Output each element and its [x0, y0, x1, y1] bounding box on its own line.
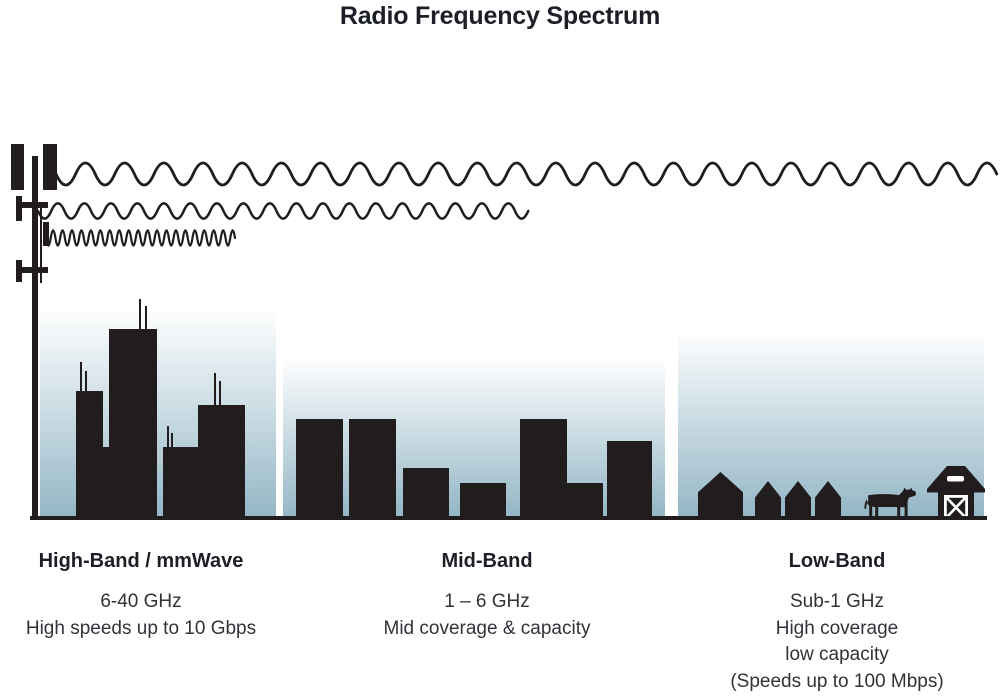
- high-band-frequency: 6-40 GHz: [100, 591, 182, 612]
- rooftop-antenna-icon: [214, 373, 217, 406]
- mid-rise-building: [607, 441, 652, 519]
- tower-crossbar-lower: [17, 267, 48, 273]
- low-band-heading: Low-Band: [788, 550, 886, 572]
- mid-rise-building: [349, 419, 396, 519]
- page-title: Radio Frequency Spectrum: [339, 2, 661, 30]
- mid-band-frequency: 1 – 6 GHz: [444, 591, 530, 612]
- mid-rise-building: [520, 419, 567, 519]
- low-band-coverage: High coverage: [775, 617, 899, 639]
- mid-band-description: 1 – 6 GHz Mid coverage & capacity: [362, 589, 612, 642]
- rooftop-antenna-icon: [166, 426, 169, 448]
- city-building: [76, 391, 103, 519]
- tower-cable: [39, 207, 42, 283]
- mid-rise-building: [296, 419, 343, 519]
- ground-line: [30, 515, 987, 520]
- rooftop-antenna-icon: [218, 381, 221, 406]
- city-building: [163, 447, 198, 519]
- long-wavelength-wave-icon: [54, 161, 999, 187]
- high-band-speed: High speeds up to 10 Gbps: [25, 617, 257, 639]
- rooftop-antenna-icon: [80, 362, 83, 392]
- antenna-small: [43, 222, 49, 246]
- high-band-heading: High-Band / mmWave: [38, 550, 244, 572]
- rooftop-antenna-icon: [84, 371, 87, 392]
- antenna-stub-lower: [15, 260, 22, 282]
- mid-band-coverage: Mid coverage & capacity: [383, 617, 591, 639]
- low-band-capacity: low capacity: [785, 644, 889, 665]
- barn-door-crossbuck: [945, 496, 967, 519]
- short-wavelength-wave-icon: [44, 229, 237, 247]
- antenna-panel-left: [11, 144, 24, 190]
- mid-rise-building: [460, 483, 506, 519]
- barn-icon: [927, 466, 985, 520]
- mid-rise-building: [403, 467, 449, 519]
- antenna-panel-right: [43, 144, 57, 190]
- low-band-frequency: Sub-1 GHz: [790, 591, 884, 612]
- rooftop-antenna-icon: [139, 299, 142, 330]
- rooftop-antenna-icon: [144, 306, 147, 330]
- antenna-stub-upper: [15, 196, 22, 221]
- tower-crossbar-upper: [17, 202, 48, 208]
- mid-band-sky-panel: [283, 300, 665, 519]
- rooftop-antenna-icon: [170, 433, 173, 448]
- tower-mast: [31, 156, 38, 516]
- low-band-speed: (Speeds up to 100 Mbps): [730, 670, 944, 692]
- cow-icon: [864, 487, 917, 519]
- medium-wavelength-wave-icon: [36, 202, 530, 220]
- mid-band-heading: Mid-Band: [441, 550, 533, 572]
- city-building: [101, 447, 111, 519]
- low-band-description: Sub-1 GHz High coverage low capacity (Sp…: [702, 589, 972, 695]
- high-band-description: 6-40 GHz High speeds up to 10 Gbps: [15, 589, 267, 642]
- city-building: [109, 329, 157, 519]
- city-building: [198, 405, 245, 519]
- barn-vent: [947, 476, 964, 482]
- mid-rise-building: [567, 483, 603, 519]
